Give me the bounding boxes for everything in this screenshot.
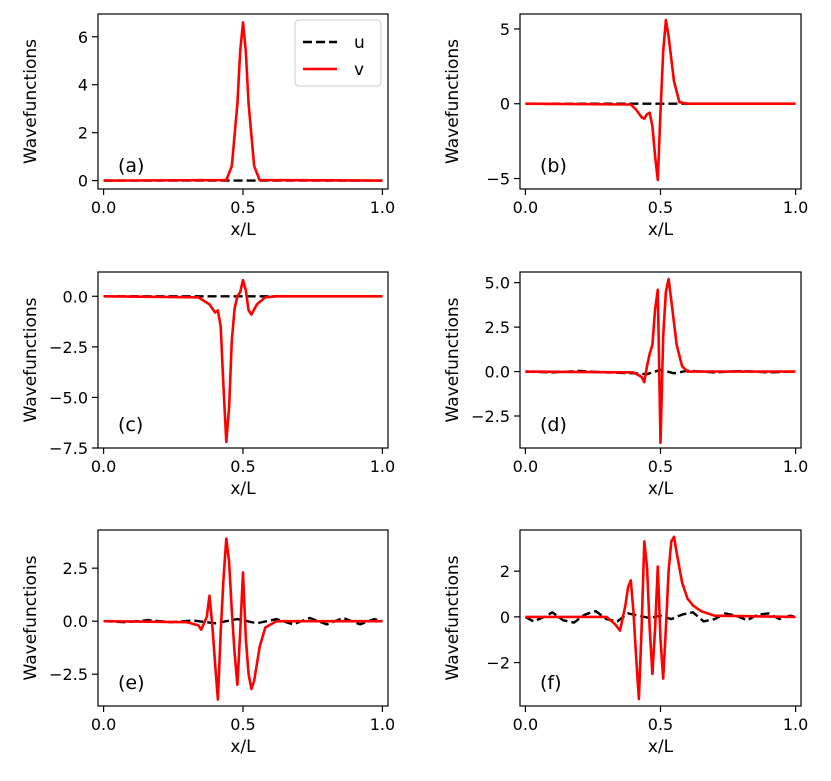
x-axis-label: x/L — [230, 220, 256, 240]
x-tick-label: 0.0 — [513, 198, 538, 217]
x-axis-label: x/L — [648, 479, 674, 499]
x-tick-label: 0.5 — [230, 457, 255, 476]
x-tick-label: 1.0 — [783, 715, 808, 734]
panel-b: 0.0 0.5 1.0 −5 0 5 x/L Wavefunctions (b) — [443, 13, 808, 240]
x-tick-label: 1.0 — [370, 715, 395, 734]
panel-tag: (e) — [118, 672, 145, 694]
legend-v-label: v — [354, 60, 364, 80]
x-tick-label: 0.0 — [91, 198, 116, 217]
y-axis-label: Wavefunctions — [21, 297, 41, 422]
y-tick-label: 0 — [500, 608, 510, 627]
y-axis-label: Wavefunctions — [443, 297, 463, 422]
panel-tag: (d) — [540, 414, 567, 436]
series-v-line — [103, 537, 383, 701]
series-v-line — [525, 18, 796, 182]
y-tick-label: 0 — [500, 95, 510, 114]
x-axis-label: x/L — [648, 220, 674, 240]
y-tick-label: 2.5 — [63, 559, 88, 578]
y-tick-label: −5.0 — [49, 388, 88, 407]
x-tick-label: 0.0 — [513, 715, 538, 734]
x-tick-label: 0.0 — [513, 457, 538, 476]
y-tick-label: −7.5 — [49, 439, 88, 458]
y-axis-label: Wavefunctions — [21, 39, 41, 164]
panel-d: 0.0 0.5 1.0 −2.5 0.0 2.5 5.0 x/L Wavefunctions (d… — [443, 271, 808, 499]
panel-e: 0.0 0.5 1.0 −2.5 0.0 2.5 x/L Wavefunctions (e) — [21, 529, 395, 757]
legend: uv — [294, 19, 382, 87]
x-tick-label: 0.5 — [230, 715, 255, 734]
legend-u-label: u — [354, 33, 365, 53]
x-tick-label: 1.0 — [783, 457, 808, 476]
y-tick-label: 2 — [78, 124, 88, 143]
x-axis-label: x/L — [230, 479, 256, 499]
x-tick-label: 0.5 — [648, 198, 673, 217]
panel-tag: (b) — [540, 155, 567, 177]
y-tick-label: 5.0 — [485, 274, 510, 293]
y-tick-label: −5 — [486, 170, 510, 189]
y-tick-label: 0.0 — [63, 287, 88, 306]
x-tick-label: 0.0 — [91, 457, 116, 476]
y-tick-label: −2 — [486, 654, 510, 673]
y-axis-label: Wavefunctions — [443, 555, 463, 680]
panel-c: 0.0 0.5 1.0 −7.5 −5.0 −2.5 0.0 x/L Wavefunctions… — [21, 271, 395, 499]
panel-a: 0.0 0.5 1.0 0 2 4 6 x/L Wavefunctions (a) uv — [21, 13, 395, 240]
series-v-line — [103, 21, 383, 182]
x-axis-label: x/L — [648, 737, 674, 757]
x-tick-label: 0.5 — [648, 715, 673, 734]
y-tick-label: 2.5 — [485, 318, 510, 337]
y-axis-label: Wavefunctions — [443, 39, 463, 164]
y-tick-label: 5 — [500, 20, 510, 39]
y-tick-label: −2.5 — [471, 407, 510, 426]
y-tick-label: 0 — [78, 172, 88, 191]
y-tick-label: 4 — [78, 76, 88, 95]
x-tick-label: 1.0 — [370, 198, 395, 217]
y-axis-label: Wavefunctions — [21, 555, 41, 680]
y-tick-label: −2.5 — [49, 665, 88, 684]
y-tick-label: −2.5 — [49, 338, 88, 357]
panel-tag: (f) — [540, 672, 562, 694]
series-v-line — [103, 278, 383, 444]
y-tick-label: 2 — [500, 562, 510, 581]
x-tick-label: 1.0 — [370, 457, 395, 476]
panel-tag: (a) — [118, 155, 144, 177]
panel-f: 0.0 0.5 1.0 −2 0 2 x/L Wavefunctions (f) — [443, 529, 808, 757]
y-tick-label: 0.0 — [485, 363, 510, 382]
legend-box — [294, 19, 382, 87]
x-tick-label: 0.5 — [230, 198, 255, 217]
x-tick-label: 1.0 — [783, 198, 808, 217]
y-tick-label: 0.0 — [63, 612, 88, 631]
panel-tag: (c) — [118, 414, 143, 436]
x-tick-label: 0.0 — [91, 715, 116, 734]
x-axis-label: x/L — [230, 737, 256, 757]
y-tick-label: 6 — [78, 28, 88, 47]
x-tick-label: 0.5 — [648, 457, 673, 476]
series-v-line — [525, 277, 796, 444]
series-v-line — [525, 535, 796, 701]
